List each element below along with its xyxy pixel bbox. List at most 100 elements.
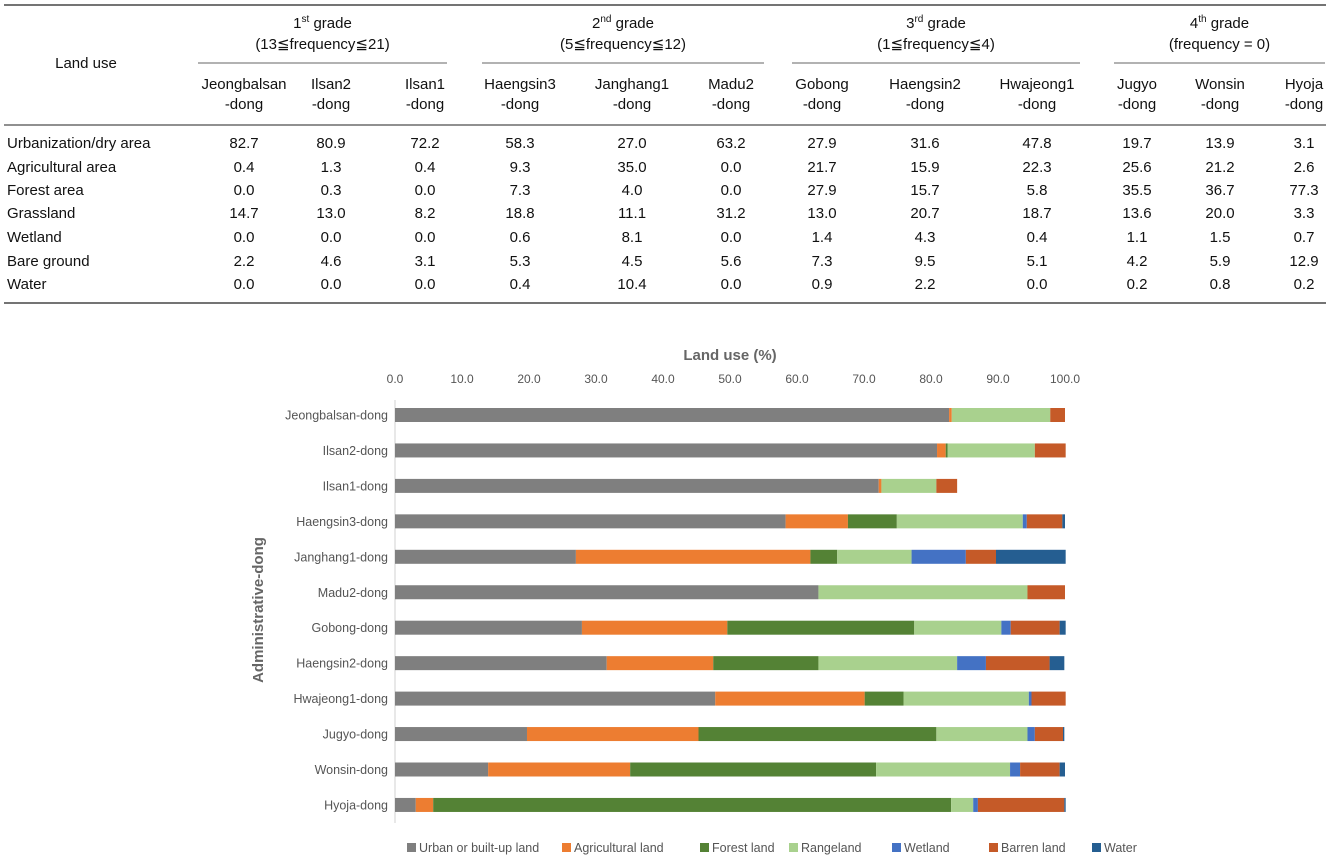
column-header: Janghang1	[595, 76, 669, 93]
table-cell: 20.0	[1205, 205, 1234, 222]
bar-segment	[395, 585, 819, 600]
bar-segment	[785, 514, 848, 529]
table-cell: 35.5	[1122, 182, 1151, 199]
table-cell: 0.0	[1027, 276, 1048, 293]
table-cell: 13.6	[1122, 205, 1151, 222]
y-category-label: Madu2-dong	[318, 586, 388, 600]
table-cell: 27.9	[807, 135, 836, 152]
table-cell: 0.2	[1127, 276, 1148, 293]
bar-segment	[864, 691, 904, 706]
bar-segment	[1001, 620, 1011, 635]
table-cell: 3.1	[1294, 135, 1315, 152]
row-label: Wetland	[7, 229, 62, 246]
bar-segment	[715, 691, 865, 706]
table-cell: 0.8	[1210, 276, 1231, 293]
legend-label: Barren land	[1001, 841, 1066, 855]
table-cell: 4.3	[915, 229, 936, 246]
table-cell: 0.7	[1294, 229, 1315, 246]
table-cell: 2.6	[1294, 159, 1315, 176]
bar-segment	[395, 443, 938, 458]
bar-segment	[1050, 408, 1065, 422]
y-category-label: Jugyo-dong	[323, 728, 388, 742]
legend-swatch	[562, 843, 571, 852]
table-cell: 4.0	[622, 182, 643, 199]
bar-segment	[395, 549, 576, 564]
table-cell: 31.6	[910, 135, 939, 152]
table-cell: 47.8	[1022, 135, 1051, 152]
table-cell: 9.5	[915, 253, 936, 270]
bar-segment	[395, 408, 950, 422]
table-cell: 4.5	[622, 253, 643, 270]
table-cell: 4.6	[321, 253, 342, 270]
legend-swatch	[700, 843, 709, 852]
table-cell: 19.7	[1122, 135, 1151, 152]
land-use-table: Land use 1st grade (13≦frequency≦21) 2nd gr…	[4, 4, 1326, 304]
bar-segment	[936, 727, 1028, 742]
bar-segment	[1049, 656, 1065, 671]
bar-segment	[1010, 762, 1021, 777]
table-cell: 72.2	[410, 135, 439, 152]
legend-swatch	[989, 843, 998, 852]
bar-segment	[1027, 585, 1065, 600]
bar-segment	[847, 514, 897, 529]
table-cell: 11.1	[618, 205, 646, 222]
table-cell: 3.1	[415, 253, 436, 270]
legend-swatch	[789, 843, 798, 852]
y-category-label: Haengsin3-dong	[296, 515, 388, 529]
y-category-label: Wonsin-dong	[315, 763, 388, 777]
bar-segment	[1010, 620, 1060, 635]
table-cell: 0.0	[415, 276, 436, 293]
table-cell: 5.1	[1027, 253, 1048, 270]
table-cell: 12.9	[1289, 253, 1318, 270]
table-cell: 0.0	[321, 276, 342, 293]
table-cell: 21.2	[1205, 159, 1234, 176]
table-cell: 63.2	[716, 135, 745, 152]
legend-label: Agricultural land	[574, 841, 664, 855]
column-header-suffix: -dong	[803, 96, 841, 113]
table-cell: 5.3	[510, 253, 531, 270]
table-cell: 0.2	[1294, 276, 1315, 293]
column-header: Jugyo	[1117, 76, 1157, 93]
y-category-label: Hwajeong1-dong	[293, 692, 388, 706]
row-label: Bare ground	[7, 253, 90, 270]
bar-segment	[395, 691, 716, 706]
grade-title: 4th grade	[1190, 14, 1249, 32]
row-label: Grassland	[7, 205, 75, 222]
bar-segment	[945, 443, 948, 458]
bar-segment	[1022, 514, 1027, 529]
table-cell: 1.4	[812, 229, 833, 246]
column-header-suffix: -dong	[1118, 96, 1156, 113]
bar-segment	[575, 549, 811, 564]
bar-segment	[818, 585, 1028, 600]
table-cell: 4.2	[1127, 253, 1148, 270]
bar-segment	[395, 797, 416, 812]
x-tick-label: 100.0	[1050, 372, 1080, 386]
column-header: Haengsin3	[484, 76, 556, 93]
legend-label: Rangeland	[801, 841, 862, 855]
column-header: Wonsin	[1195, 76, 1245, 93]
column-header-suffix: -dong	[1285, 96, 1323, 113]
table-cell: 18.8	[505, 205, 534, 222]
x-tick-label: 40.0	[651, 372, 675, 386]
bar-segment	[415, 797, 434, 812]
table-cell: 0.0	[234, 276, 255, 293]
table-cell: 9.3	[510, 159, 531, 176]
x-tick-label: 80.0	[919, 372, 943, 386]
grade-frequency-range: (13≦frequency≦21)	[255, 36, 389, 53]
table-cell: 0.4	[510, 276, 531, 293]
table-cell: 1.1	[1127, 229, 1148, 246]
bar-segment	[395, 620, 582, 635]
table-cell: 15.7	[910, 182, 939, 199]
legend-swatch	[892, 843, 901, 852]
table-cell: 21.7	[807, 159, 836, 176]
table-cell: 0.6	[510, 229, 531, 246]
table-cell: 13.9	[1205, 135, 1234, 152]
table-cell: 15.9	[910, 159, 939, 176]
bar-segment	[1026, 514, 1063, 529]
column-header: Hwajeong1	[999, 76, 1074, 93]
bar-segment	[395, 514, 786, 529]
bar-segment	[903, 691, 1029, 706]
column-header-suffix: -dong	[312, 96, 350, 113]
bar-segment	[581, 620, 728, 635]
bar-segment	[947, 443, 1035, 458]
